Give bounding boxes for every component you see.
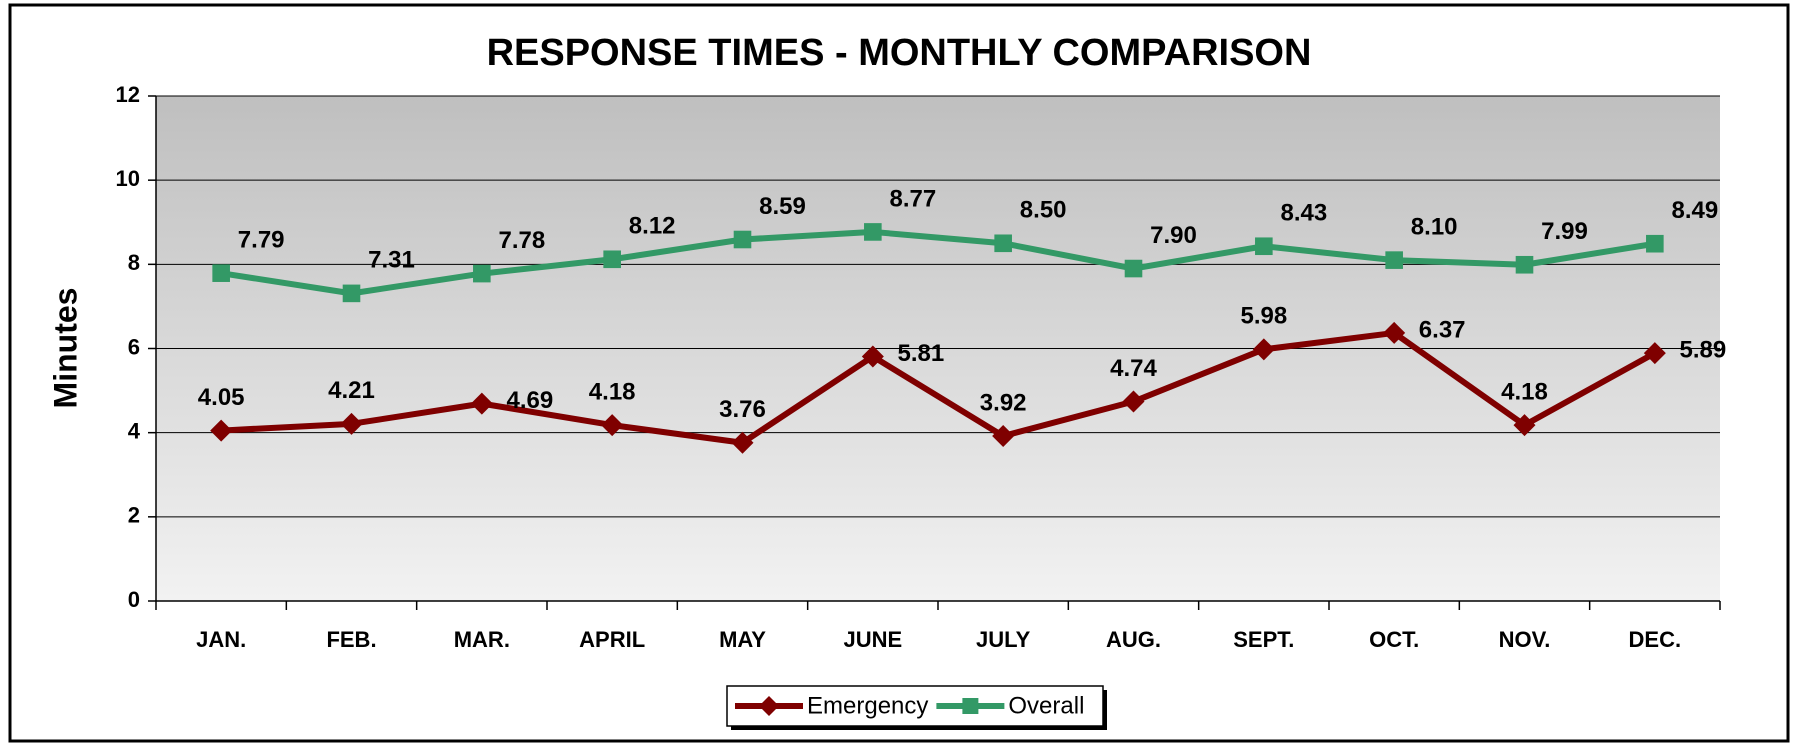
x-tick-label: SEPT. — [1233, 627, 1294, 652]
x-tick-label: APRIL — [579, 627, 645, 652]
data-label: 6.37 — [1419, 316, 1466, 343]
y-tick-label: 10 — [116, 166, 140, 191]
y-tick-label: 4 — [128, 418, 141, 443]
data-label: 8.10 — [1411, 213, 1458, 240]
marker — [994, 234, 1012, 253]
data-label: 8.59 — [759, 193, 806, 220]
marker — [1124, 259, 1143, 278]
data-label: 4.18 — [589, 378, 636, 405]
marker — [1255, 237, 1273, 256]
data-label: 7.90 — [1150, 222, 1197, 249]
x-tick-label: MAR. — [454, 627, 510, 652]
data-label: 7.78 — [498, 227, 545, 254]
data-label: 8.12 — [629, 213, 676, 240]
data-label: 3.76 — [719, 396, 766, 423]
marker — [210, 419, 233, 442]
data-label: 8.77 — [889, 185, 936, 212]
marker — [1513, 414, 1536, 437]
data-label: 8.43 — [1280, 200, 1327, 227]
data-label: 4.69 — [506, 387, 553, 414]
marker — [1646, 234, 1664, 253]
marker — [733, 230, 752, 249]
y-tick-label: 0 — [128, 587, 140, 612]
marker — [731, 431, 754, 454]
marker — [601, 414, 624, 437]
data-label: 5.89 — [1679, 336, 1726, 363]
marker — [1643, 342, 1666, 365]
x-tick-label: AUG. — [1106, 627, 1161, 652]
data-label: 4.74 — [1110, 355, 1157, 382]
data-label: 4.21 — [328, 377, 375, 404]
data-label: 7.79 — [238, 227, 285, 254]
marker — [1383, 321, 1406, 344]
data-label: 4.18 — [1501, 378, 1548, 405]
marker — [603, 250, 621, 269]
data-label: 8.50 — [1020, 197, 1067, 224]
x-tick-label: JULY — [976, 627, 1031, 652]
marker — [962, 698, 979, 714]
series-line — [220, 228, 1656, 297]
chart-title: RESPONSE TIMES - MONTHLY COMPARISON — [487, 32, 1312, 74]
x-tick-label: FEB. — [326, 627, 376, 652]
x-tick-label: NOV. — [1499, 627, 1551, 652]
legend-label: Emergency — [807, 692, 928, 719]
marker — [864, 223, 882, 241]
y-tick-label: 6 — [128, 334, 140, 359]
marker — [861, 345, 884, 368]
x-tick-label: MAY — [719, 627, 766, 652]
series-line — [221, 329, 1657, 446]
x-tick-label: JUNE — [843, 627, 902, 652]
data-label: 3.92 — [980, 389, 1027, 416]
legend-label: Overall — [1008, 692, 1084, 719]
data-label: 4.05 — [198, 384, 245, 411]
marker — [340, 412, 363, 435]
data-label: 5.98 — [1240, 303, 1287, 330]
marker — [1122, 390, 1145, 413]
x-tick-label: DEC. — [1629, 627, 1682, 652]
marker — [212, 264, 230, 282]
y-axis-label: Minutes — [47, 288, 83, 409]
data-label: 7.99 — [1541, 218, 1588, 245]
marker — [342, 284, 361, 303]
marker — [473, 264, 491, 283]
marker — [1252, 338, 1275, 361]
marker — [992, 425, 1015, 448]
marker — [1385, 251, 1403, 269]
x-tick-label: JAN. — [196, 627, 246, 652]
x-tick-label: OCT. — [1369, 627, 1419, 652]
data-label: 5.81 — [897, 340, 944, 367]
y-tick-label: 8 — [128, 250, 140, 275]
marker — [470, 392, 493, 415]
marker — [759, 696, 779, 716]
data-label: 7.31 — [368, 247, 415, 274]
y-tick-label: 2 — [128, 503, 140, 528]
y-tick-label: 12 — [116, 82, 140, 107]
data-label: 8.49 — [1671, 197, 1718, 224]
marker — [1515, 255, 1534, 274]
